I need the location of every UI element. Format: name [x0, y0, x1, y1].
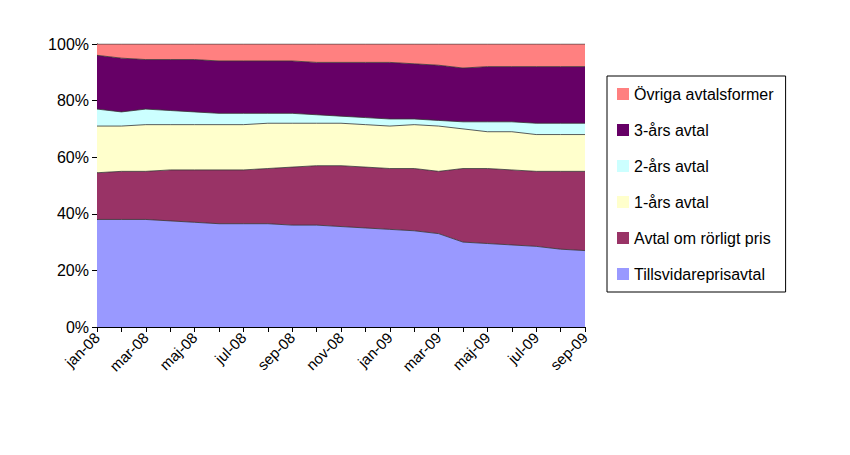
- svg-text:jan-09: jan-09: [354, 329, 396, 371]
- svg-text:1-års avtal: 1-års avtal: [634, 194, 709, 211]
- svg-text:Övriga avtalsformer: Övriga avtalsformer: [634, 86, 774, 103]
- svg-text:2-års avtal: 2-års avtal: [634, 158, 709, 175]
- svg-text:mar-08: mar-08: [106, 329, 152, 375]
- svg-text:100%: 100%: [48, 36, 89, 53]
- svg-text:jul-08: jul-08: [211, 329, 250, 368]
- svg-text:3-års avtal: 3-års avtal: [634, 122, 709, 139]
- svg-text:mar-09: mar-09: [399, 329, 445, 375]
- svg-text:40%: 40%: [57, 205, 89, 222]
- svg-text:Avtal om rörligt pris: Avtal om rörligt pris: [634, 230, 771, 247]
- svg-text:maj-08: maj-08: [156, 329, 200, 373]
- svg-text:nov-08: nov-08: [303, 329, 347, 373]
- svg-text:80%: 80%: [57, 92, 89, 109]
- svg-text:sep-08: sep-08: [254, 329, 298, 373]
- svg-text:jul-09: jul-09: [504, 329, 543, 368]
- svg-text:sep-09: sep-09: [547, 329, 591, 373]
- svg-text:jan-08: jan-08: [61, 329, 103, 371]
- svg-text:20%: 20%: [57, 262, 89, 279]
- svg-text:Tillsvidareprisavtal: Tillsvidareprisavtal: [634, 266, 765, 283]
- svg-text:60%: 60%: [57, 149, 89, 166]
- svg-text:0%: 0%: [66, 319, 89, 336]
- svg-text:maj-09: maj-09: [449, 329, 493, 373]
